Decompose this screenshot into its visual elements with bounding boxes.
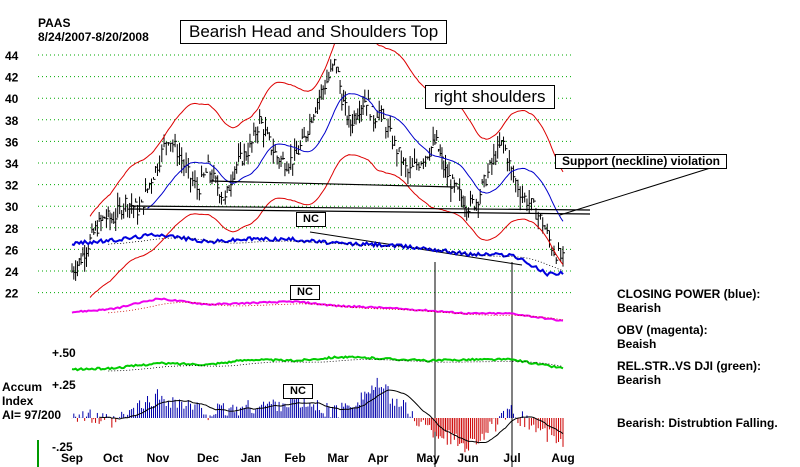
y-tick-24: 24 — [5, 265, 19, 279]
accum-scale-plus25: +.25 — [52, 378, 76, 392]
neckline-annotation: Support (neckline) violation — [555, 154, 728, 169]
ticker-label: PAAS — [38, 16, 71, 30]
nc-label-price: NC — [296, 212, 326, 227]
relstr-label: REL.STR..VS DJI (green): — [617, 359, 762, 373]
x-tick-nov: Nov — [147, 451, 170, 465]
x-tick-jun: Jun — [457, 451, 478, 465]
x-tick-jan: Jan — [241, 451, 262, 465]
accum-scale-minus25: -.25 — [52, 440, 73, 454]
accum-status-label: Bearish: Distrubtion Falling. — [617, 416, 778, 430]
x-tick-dec: Dec — [197, 451, 219, 465]
moving-average-line — [147, 93, 564, 222]
closing-power-label: CLOSING POWER (blue): — [617, 287, 761, 301]
neckline-pointer — [559, 164, 721, 216]
obv-label: OBV (magenta): — [617, 323, 708, 337]
y-tick-34: 34 — [5, 157, 19, 171]
y-tick-36: 36 — [5, 135, 19, 149]
neckline-2 — [129, 208, 591, 215]
nc-label-obv: NC — [290, 285, 320, 300]
accum-title-line2: Index — [2, 394, 34, 408]
date-range-label: 8/24/2007-8/20/2008 — [38, 30, 149, 44]
closing-power-status: Bearish — [617, 301, 662, 315]
upper-band-line — [89, 23, 564, 217]
obv-line — [71, 297, 564, 322]
x-tick-aug: Aug — [551, 451, 574, 465]
closing-power-line — [71, 232, 564, 278]
x-tick-feb: Feb — [284, 451, 305, 465]
relstr-status: Bearish — [617, 373, 662, 387]
y-tick-38: 38 — [5, 114, 19, 128]
y-tick-28: 28 — [5, 222, 19, 236]
x-tick-may: May — [416, 451, 440, 465]
right-shoulders-box: right shoulders — [425, 85, 555, 109]
obv-status: Beaish — [617, 337, 657, 351]
chart-title-box: Bearish Head and Shoulders Top — [180, 20, 448, 44]
relstr-line — [71, 355, 564, 372]
x-tick-oct: Oct — [103, 451, 123, 465]
accum-title-line1: Accum — [2, 380, 43, 394]
y-tick-40: 40 — [5, 92, 19, 106]
accum-average-line — [99, 389, 564, 444]
y-tick-44: 44 — [5, 49, 19, 63]
shoulder-support-line — [209, 180, 456, 188]
neckline-1 — [129, 205, 591, 211]
y-tick-26: 26 — [5, 243, 19, 257]
obv-line-average — [108, 301, 564, 321]
x-tick-apr: Apr — [368, 451, 389, 465]
x-tick-mar: Mar — [327, 451, 349, 465]
relstr-line-average — [108, 358, 564, 372]
nc-label-accum: NC — [283, 384, 313, 399]
y-tick-32: 32 — [5, 179, 19, 193]
closing-power-line-average — [108, 237, 564, 271]
accum-title-line3: AI= 97/200 — [2, 408, 62, 422]
accum-scale-plus50: +.50 — [52, 346, 76, 360]
y-tick-30: 30 — [5, 200, 19, 214]
lower-band-line — [89, 154, 564, 298]
x-tick-sep: Sep — [61, 451, 83, 465]
y-tick-22: 22 — [5, 287, 19, 301]
y-tick-42: 42 — [5, 71, 19, 85]
